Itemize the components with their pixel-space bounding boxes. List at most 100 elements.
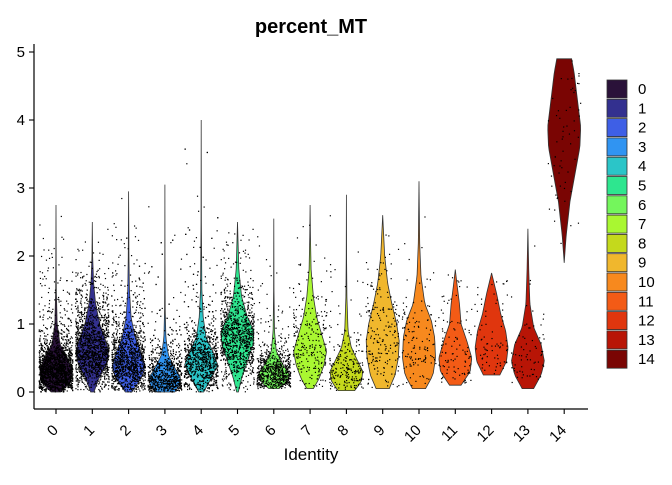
- data-point: [157, 363, 159, 365]
- data-point: [40, 386, 42, 388]
- data-point: [173, 358, 175, 361]
- data-point: [51, 352, 53, 355]
- data-point: [130, 367, 132, 369]
- data-point: [106, 333, 109, 336]
- data-point: [77, 305, 79, 307]
- data-point: [177, 380, 179, 382]
- data-point: [56, 384, 58, 386]
- data-point: [131, 352, 134, 354]
- data-point: [116, 338, 118, 340]
- data-point: [40, 363, 42, 365]
- data-point: [174, 382, 177, 384]
- data-point: [56, 362, 58, 365]
- data-point: [123, 360, 126, 362]
- data-point: [135, 338, 137, 340]
- data-point: [45, 377, 48, 380]
- data-point: [75, 351, 78, 353]
- data-point: [63, 308, 65, 310]
- data-point: [55, 387, 57, 389]
- data-point: [126, 337, 128, 340]
- data-point: [70, 319, 72, 321]
- data-point: [123, 385, 125, 387]
- data-point: [47, 310, 49, 312]
- data-point: [89, 261, 91, 263]
- data-point: [97, 333, 99, 335]
- data-point: [100, 317, 102, 319]
- data-point: [128, 374, 130, 376]
- data-point: [144, 262, 146, 265]
- data-point: [136, 370, 138, 372]
- data-point: [133, 370, 135, 372]
- data-point: [121, 352, 123, 355]
- data-point: [54, 369, 56, 371]
- data-point: [54, 387, 57, 390]
- data-point: [94, 276, 96, 278]
- data-point: [44, 380, 46, 383]
- data-point: [99, 252, 101, 254]
- data-point: [60, 367, 62, 369]
- data-point: [117, 379, 120, 381]
- data-point: [71, 354, 73, 357]
- data-point: [87, 349, 89, 352]
- data-point: [76, 358, 78, 360]
- data-point: [111, 235, 113, 237]
- data-point: [172, 339, 174, 341]
- data-point: [84, 323, 86, 325]
- data-point: [117, 361, 119, 363]
- data-point: [158, 386, 161, 388]
- data-point: [67, 367, 69, 369]
- data-point: [77, 272, 79, 274]
- data-point: [81, 351, 84, 354]
- data-point: [80, 294, 82, 296]
- data-point: [64, 380, 66, 382]
- data-point: [133, 312, 136, 314]
- data-point: [176, 369, 178, 372]
- data-point: [77, 330, 79, 332]
- data-point: [151, 357, 153, 359]
- data-point: [91, 341, 93, 343]
- data-point: [54, 381, 57, 383]
- data-point: [139, 304, 141, 306]
- data-point: [168, 376, 170, 378]
- data-point: [60, 215, 62, 218]
- data-point: [153, 367, 155, 370]
- data-point: [82, 356, 84, 359]
- data-point: [118, 344, 120, 346]
- data-point: [91, 349, 93, 352]
- data-point: [50, 374, 53, 377]
- data-point: [62, 375, 64, 377]
- data-point: [115, 332, 118, 335]
- data-point: [133, 371, 136, 374]
- data-point: [137, 357, 139, 360]
- data-point: [81, 362, 83, 364]
- data-point: [143, 349, 145, 351]
- data-point: [148, 377, 150, 380]
- data-point: [76, 334, 78, 336]
- data-point: [84, 341, 86, 344]
- data-point: [59, 376, 61, 378]
- data-point: [82, 331, 84, 334]
- data-point: [103, 364, 105, 366]
- data-point: [69, 349, 71, 351]
- data-point: [122, 386, 124, 388]
- data-point: [46, 376, 48, 379]
- data-point: [49, 371, 51, 373]
- data-point: [70, 336, 72, 338]
- data-point: [67, 329, 70, 331]
- data-point: [90, 323, 92, 325]
- data-point: [74, 305, 77, 307]
- data-point: [54, 389, 56, 392]
- data-point: [97, 356, 100, 358]
- data-point: [42, 387, 44, 389]
- data-point: [89, 324, 91, 326]
- data-point: [98, 333, 100, 335]
- data-point: [85, 377, 87, 380]
- data-point: [80, 334, 82, 337]
- data-point: [51, 342, 54, 344]
- data-point: [80, 314, 83, 316]
- data-point: [54, 358, 56, 361]
- data-point: [118, 382, 120, 384]
- data-point: [51, 344, 53, 346]
- data-point: [119, 381, 121, 383]
- data-point: [132, 363, 134, 365]
